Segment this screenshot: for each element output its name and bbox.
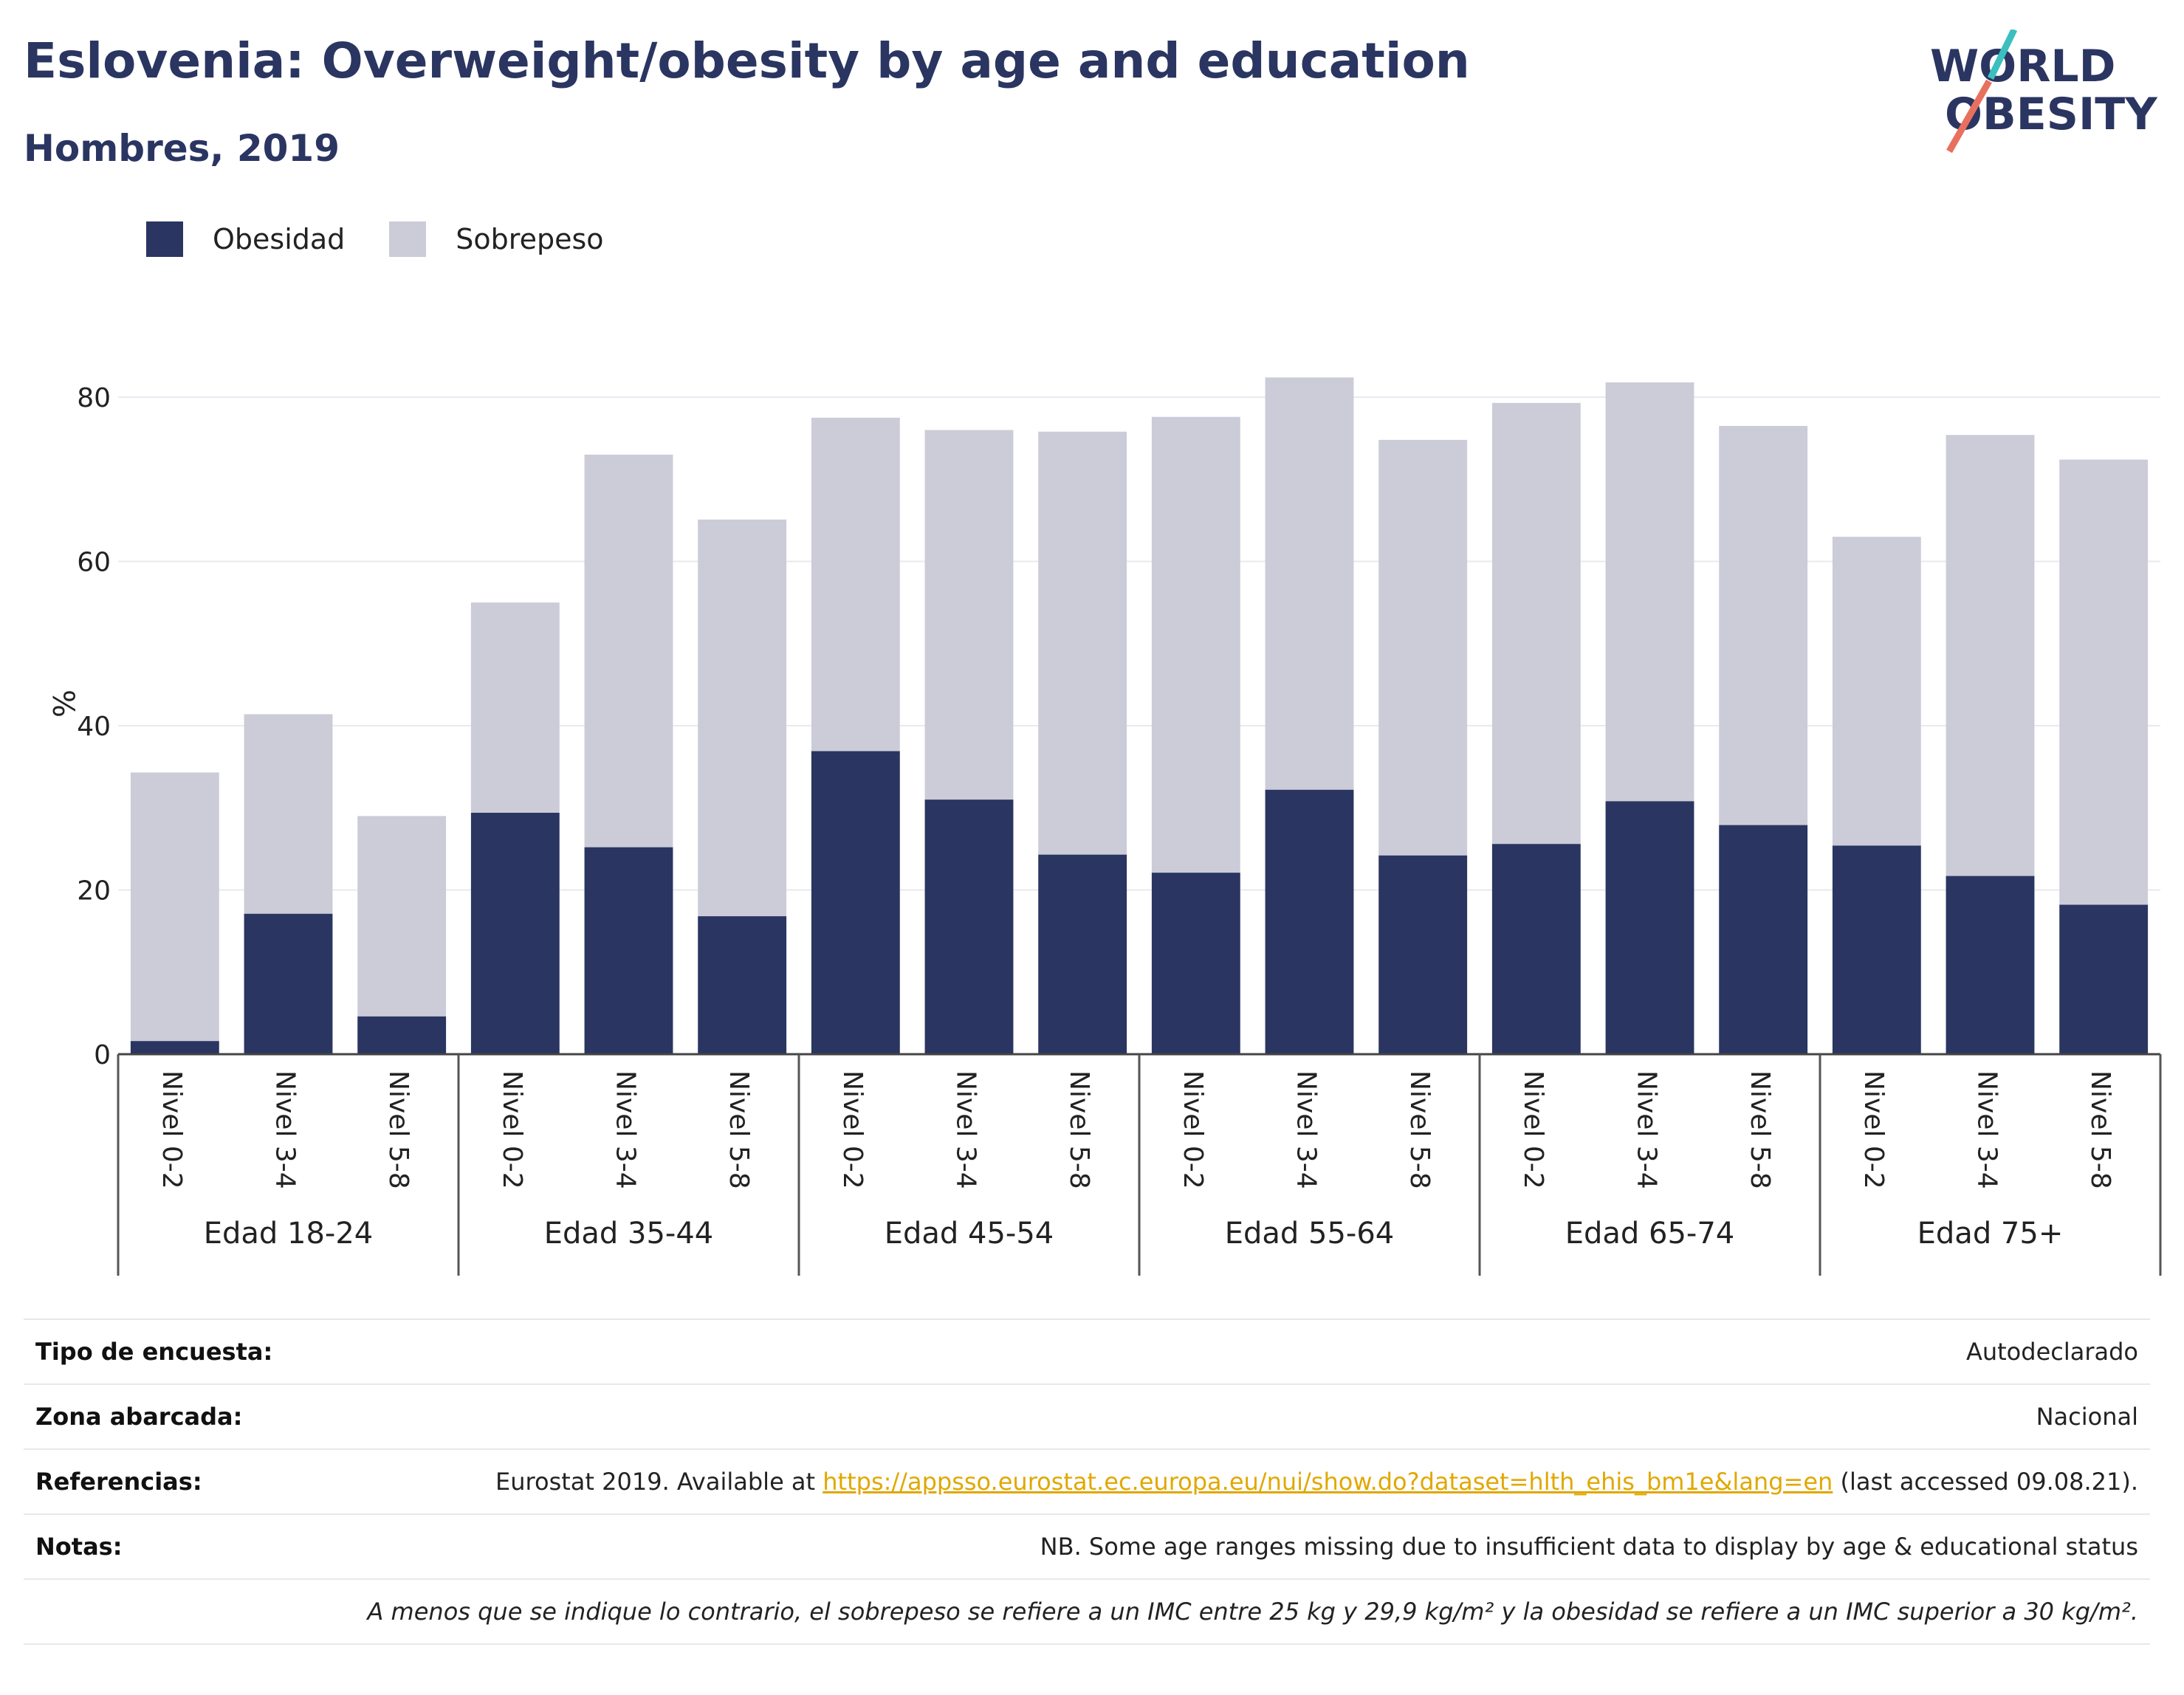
bar-obesity <box>470 812 560 1054</box>
bar-overweight <box>698 519 787 917</box>
x-tick-label: Nivel 3-4 <box>1632 1070 1662 1189</box>
group-label: Edad 18-24 <box>204 1217 374 1251</box>
bar-overweight <box>1946 435 2035 876</box>
bar-obesity <box>1719 825 1808 1054</box>
x-tick-label: Nivel 5-8 <box>2085 1070 2115 1189</box>
y-tick-label-3: 60 <box>77 548 111 578</box>
group-label: Edad 35-44 <box>544 1217 714 1251</box>
bar-obesity <box>1946 876 2035 1054</box>
survey-value: Autodeclarado <box>416 1318 2150 1384</box>
bar-obesity <box>584 847 673 1054</box>
group-label: Edad 75+ <box>1917 1217 2064 1251</box>
y-tick-label-1: 20 <box>77 876 111 907</box>
y-tick-label-2: 40 <box>77 712 111 742</box>
logo-slash-teal <box>1987 30 2018 80</box>
bar-obesity <box>1491 844 1581 1054</box>
bar-obesity <box>1605 801 1694 1054</box>
info-row-notes: Notas: NB. Some age ranges missing due t… <box>24 1513 2150 1579</box>
bar-obesity <box>1265 789 1354 1054</box>
bar-overweight <box>1151 416 1240 873</box>
x-tick-label: Nivel 0-2 <box>1518 1070 1548 1189</box>
bar-overweight <box>924 430 1014 800</box>
world-obesity-logo: WORLD OBESITY <box>1930 30 2158 154</box>
x-tick-label: Nivel 3-4 <box>1291 1070 1322 1189</box>
x-tick-label: Nivel 3-4 <box>1972 1070 2002 1189</box>
legend-swatch-obesity <box>146 221 183 257</box>
bar-overweight <box>130 772 219 1042</box>
bar-obesity <box>811 751 900 1054</box>
bar-obesity <box>698 916 787 1054</box>
logo-slash-coral <box>1946 79 1992 154</box>
x-tick-label: Nivel 5-8 <box>1064 1070 1094 1189</box>
x-tick-label: Nivel 5-8 <box>383 1070 413 1189</box>
x-tick-label: Nivel 0-2 <box>1178 1070 1208 1189</box>
references-value: Eurostat 2019. Available at https://apps… <box>416 1448 2150 1514</box>
legend-label-overweight: Sobrepeso <box>456 223 604 255</box>
bar-obesity <box>1832 845 1921 1054</box>
info-row-zone: Zona abarcada: Nacional <box>24 1383 2150 1449</box>
chart-subtitle: Hombres, 2019 <box>24 127 340 170</box>
chart-legend: Obesidad Sobrepeso <box>146 219 648 260</box>
info-row-references: Referencias: Eurostat 2019. Available at… <box>24 1448 2150 1514</box>
references-link[interactable]: https://appsso.eurostat.ec.europa.eu/nui… <box>823 1468 1833 1496</box>
legend-swatch-overweight <box>389 221 427 257</box>
bar-obesity <box>1378 855 1468 1054</box>
logo-line1: WORLD <box>1930 41 2115 92</box>
notes-label: Notas: <box>24 1513 416 1579</box>
x-tick-label: Nivel 0-2 <box>157 1070 187 1189</box>
stacked-bar-chart: 0 20 40 60 80% Nivel 0-2 Nivel 3-4 Nivel 5-8 Niv… <box>46 377 2162 1276</box>
x-tick-label: Nivel 0-2 <box>497 1070 527 1189</box>
x-tick-label: Nivel 5-8 <box>1404 1070 1435 1189</box>
bar-overweight <box>1719 425 1808 825</box>
bar-obesity <box>924 800 1014 1054</box>
zone-value: Nacional <box>416 1383 2150 1449</box>
bar-obesity <box>2059 904 2149 1054</box>
y-axis-label: % <box>46 690 80 718</box>
x-tick-label: Nivel 3-4 <box>951 1070 981 1189</box>
bar-overweight <box>1491 402 1581 845</box>
bar-overweight <box>1378 439 1468 856</box>
y-tick-label-4: 80 <box>77 383 111 413</box>
x-tick-label: Nivel 3-4 <box>270 1070 301 1189</box>
bar-overweight <box>1605 382 1694 802</box>
info-row-footnote: A menos que se indique lo contrario, el … <box>24 1578 2150 1645</box>
info-table: Tipo de encuesta: Autodeclarado Zona aba… <box>24 1318 2150 1645</box>
survey-label: Tipo de encuesta: <box>24 1318 416 1384</box>
bar-overweight <box>2059 459 2149 905</box>
references-prefix: Eurostat 2019. Available at <box>495 1468 823 1496</box>
bar-overweight <box>244 714 333 914</box>
x-tick-label: Nivel 5-8 <box>724 1070 754 1189</box>
references-label: Referencias: <box>24 1448 416 1514</box>
bar-overweight <box>811 417 900 752</box>
bar-obesity <box>1151 873 1240 1054</box>
x-tick-label: Nivel 3-4 <box>611 1070 641 1189</box>
bar-overweight <box>1265 377 1354 790</box>
references-suffix: (last accessed 09.08.21). <box>1833 1468 2138 1496</box>
bar-obesity <box>130 1041 219 1054</box>
bar-obesity <box>1038 854 1127 1054</box>
legend-item-overweight: Sobrepeso <box>389 221 604 257</box>
chart-title: Eslovenia: Overweight/obesity by age and… <box>24 32 1470 89</box>
x-tick-label: Nivel 5-8 <box>1745 1070 1775 1189</box>
group-label: Edad 45-54 <box>885 1217 1054 1251</box>
y-tick-label-0: 0 <box>94 1040 111 1070</box>
x-tick-label: Nivel 0-2 <box>1858 1070 1889 1189</box>
group-label: Edad 55-64 <box>1225 1217 1395 1251</box>
info-row-survey: Tipo de encuesta: Autodeclarado <box>24 1318 2150 1384</box>
notes-value: NB. Some age ranges missing due to insuf… <box>416 1513 2150 1579</box>
bar-overweight <box>584 454 673 848</box>
bar-overweight <box>1038 431 1127 855</box>
bar-overweight <box>357 816 447 1017</box>
legend-item-obesity: Obesidad <box>146 221 345 257</box>
legend-label-obesity: Obesidad <box>213 223 346 255</box>
bar-overweight <box>1832 537 1921 846</box>
x-tick-label: Nivel 0-2 <box>837 1070 868 1189</box>
zone-label: Zona abarcada: <box>24 1383 416 1449</box>
bar-obesity <box>244 913 333 1054</box>
footnote: A menos que se indique lo contrario, el … <box>24 1578 2150 1645</box>
group-label: Edad 65-74 <box>1565 1217 1735 1251</box>
bar-obesity <box>357 1016 447 1054</box>
bar-overweight <box>470 602 560 813</box>
